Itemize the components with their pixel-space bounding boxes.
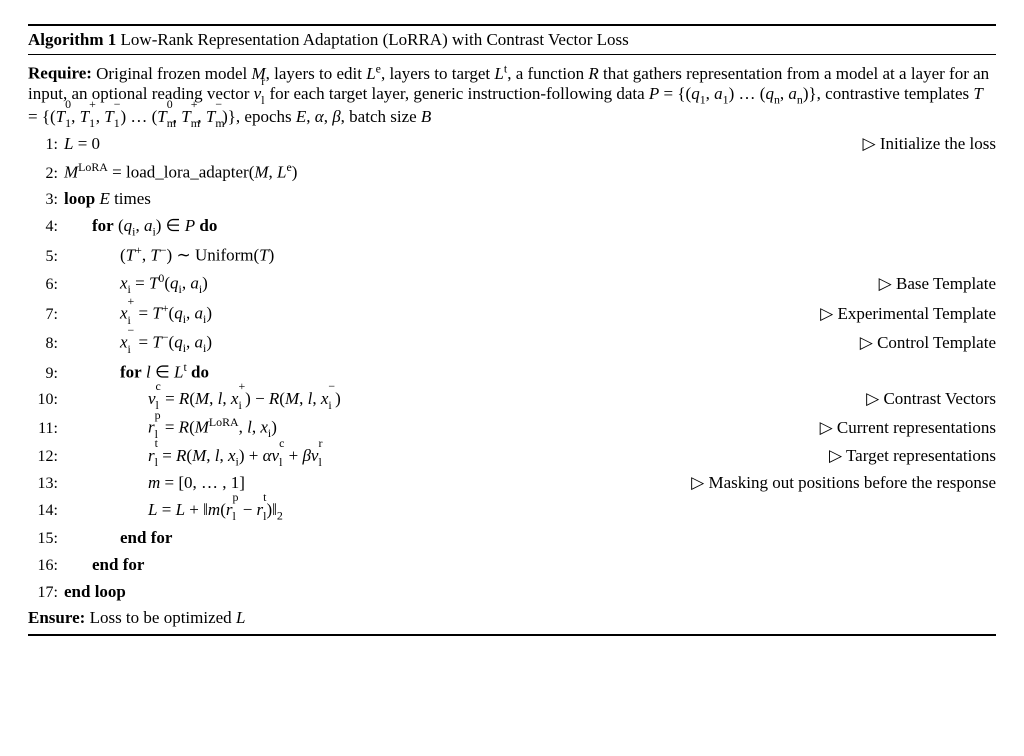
algo-line: 15:end for [28,525,996,552]
algorithm-body: Require: Original frozen model M, layers… [28,55,996,634]
algo-line: 9:for l ∈ Lt do [28,358,996,386]
algo-line: 1:L = 0 Initialize the loss [28,131,996,158]
line-number: 12: [28,445,64,470]
algorithm-label: Algorithm 1 [28,30,116,49]
line-code: L = L + ‖m(rplp − rtlt)‖2 [64,497,283,525]
line-number: 4: [28,215,64,240]
algorithm-title: Low-Rank Representation Adaptation (LoRR… [121,30,629,49]
algo-line: 12:rtlt = R(M, l, xi) + αvclc + βvrlr Tar… [28,443,996,471]
line-number: 16: [28,554,64,579]
line-code: L = 0 [64,131,100,157]
line-number: 6: [28,273,64,298]
algo-line: 4:for (qi, ai) ∈ P do [28,213,996,241]
line-code: x−i− = T−(qi, ai) [64,328,212,358]
algorithm-lines: 1:L = 0Initialize the loss2:MLoRA = load… [28,131,996,605]
line-code: xi = T0(qi, ai) [64,269,208,299]
line-number: 2: [28,162,64,187]
line-comment: Target representations [809,443,996,469]
line-number: 15: [28,527,64,552]
line-code: m = [0, … , 1] [64,470,245,496]
line-number: 17: [28,581,64,606]
algo-line: 2:MLoRA = load_lora_adapter(M, Le) [28,158,996,186]
algo-line: 8:x−i− = T−(qi, ai) Control Template [28,328,996,358]
algo-line: 7:x+i+ = T+(qi, ai) Experimental Template [28,299,996,329]
line-code: MLoRA = load_lora_adapter(M, Le) [64,158,297,186]
line-comment: Experimental Template [800,301,996,327]
line-code: rplp = R(MLoRA, l, xi) [64,413,277,443]
algo-line: 14:L = L + ‖m(rplp − rtlt)‖2 [28,497,996,525]
algorithm-block: Algorithm 1 Low-Rank Representation Adap… [28,24,996,636]
line-code: (T+, T−) ∼ Uniform(T) [64,241,274,269]
line-code: end for [64,552,144,578]
require-label: Require: [28,64,92,83]
line-number: 13: [28,472,64,497]
algo-line: 6:xi = T0(qi, ai) Base Template [28,269,996,299]
line-number: 5: [28,245,64,270]
algo-line: 3:loop E times [28,186,996,213]
line-comment: Base Template [859,271,996,297]
line-number: 8: [28,332,64,357]
line-number: 11: [28,417,64,442]
line-number: 10: [28,388,64,413]
line-number: 3: [28,188,64,213]
line-code: x+i+ = T+(qi, ai) [64,299,212,329]
require-text: Original frozen model M, layers to edit … [28,64,989,126]
line-code: for (qi, ai) ∈ P do [64,213,217,241]
ensure-text: Loss to be optimized L [90,608,246,627]
line-code: rtlt = R(M, l, xi) + αvclc + βvrlr [64,443,322,471]
ensure-row: Ensure: Loss to be optimized L [28,606,996,634]
algo-line: 16:end for [28,552,996,579]
line-code: loop E times [64,186,151,212]
line-code: for l ∈ Lt do [64,358,209,386]
line-number: 14: [28,499,64,524]
line-number: 7: [28,303,64,328]
ensure-label: Ensure: [28,608,85,627]
algo-line: 10:vclc = R(M, l, x+i+) − R(M, l, x−i−) C… [28,386,996,413]
algo-line: 17:end loop [28,579,996,606]
line-code: end loop [64,579,126,605]
line-code: vclc = R(M, l, x+i+) − R(M, l, x−i−) [64,386,341,412]
line-comment: Current representations [800,415,996,441]
line-comment: Masking out positions before the respons… [671,470,996,496]
algo-line: 11:rplp = R(MLoRA, l, xi) Current represe… [28,413,996,443]
algorithm-title-row: Algorithm 1 Low-Rank Representation Adap… [28,26,996,55]
line-code: end for [64,525,172,551]
line-comment: Initialize the loss [843,131,996,157]
algo-line: 5:(T+, T−) ∼ Uniform(T) [28,241,996,269]
line-comment: Control Template [840,330,996,356]
require-row: Require: Original frozen model M, layers… [28,61,996,131]
line-comment: Contrast Vectors [846,386,996,412]
algo-line: 13:m = [0, … , 1] Masking out positions b… [28,470,996,497]
line-number: 9: [28,362,64,387]
line-number: 1: [28,133,64,158]
